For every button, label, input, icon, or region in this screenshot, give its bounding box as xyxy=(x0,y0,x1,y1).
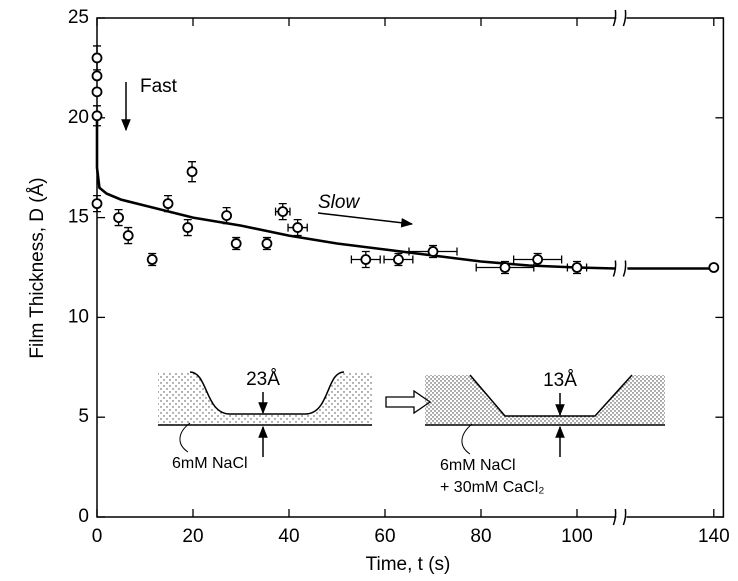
data-point xyxy=(146,254,158,265)
data-point xyxy=(499,262,511,273)
data-point xyxy=(532,254,544,265)
data-point xyxy=(91,198,103,210)
x-tick-label: 40 xyxy=(278,526,299,547)
fit-curve xyxy=(95,115,714,270)
leader xyxy=(179,422,191,453)
x-axis-title: Time, t (s) xyxy=(366,554,451,575)
x-tick-label: 140 xyxy=(698,526,730,547)
x-tick-label: 0 xyxy=(92,526,103,547)
data-point xyxy=(571,262,583,273)
y-tick-label: 10 xyxy=(68,306,89,327)
salt-label: + 30mM CaCl₂ xyxy=(440,479,544,496)
data-point xyxy=(162,198,174,210)
data-point xyxy=(427,246,439,257)
fast-label: Fast xyxy=(140,76,178,97)
transition-arrow xyxy=(385,389,432,415)
x-tick-label: 60 xyxy=(374,526,395,547)
inset-right: 13Å 6mM NaCl + 30mM CaCl₂ xyxy=(425,370,665,496)
axis-frame xyxy=(96,17,725,518)
x-tick-label: 80 xyxy=(470,526,491,547)
data-point xyxy=(91,110,103,122)
data-point xyxy=(261,238,273,249)
gap-label: 13Å xyxy=(543,370,577,391)
y-tick-label: 20 xyxy=(68,107,89,128)
axis-break xyxy=(612,9,627,27)
data-point xyxy=(230,238,242,249)
data-point xyxy=(277,206,289,218)
leader xyxy=(461,423,473,455)
data-point xyxy=(122,230,134,241)
x-tick-label: 100 xyxy=(561,526,593,547)
fluid-region xyxy=(158,372,372,425)
data-point xyxy=(182,222,194,233)
y-tick-label: 0 xyxy=(78,506,89,527)
data-point xyxy=(292,222,304,233)
salt-label: 6mM NaCl xyxy=(440,457,516,474)
data-point xyxy=(186,166,198,178)
data-point xyxy=(221,210,233,222)
y-tick-label: 25 xyxy=(68,7,89,28)
curve-break xyxy=(612,260,627,277)
plot-area: 0 5 10 15 20 25 0 20 40 60 80 100 140 xyxy=(68,7,730,547)
slow-arrow xyxy=(317,212,414,228)
y-tick-label: 15 xyxy=(68,207,89,228)
y-axis-title: Film Thickness, D (Å) xyxy=(27,177,48,358)
data-point xyxy=(113,212,124,224)
data-point xyxy=(91,70,103,82)
surface xyxy=(469,374,633,417)
fluid-region xyxy=(425,375,665,425)
y-tick-label: 5 xyxy=(78,406,89,427)
slow-label: Slow xyxy=(318,192,360,213)
x-tick-label: 20 xyxy=(182,526,203,547)
salt-label: 6mM NaCl xyxy=(172,455,248,472)
data-point xyxy=(91,86,103,98)
data-point xyxy=(91,52,103,64)
data-point xyxy=(708,262,720,273)
inset-left: 23Å 6mM NaCl xyxy=(158,369,372,472)
data-point xyxy=(360,254,372,265)
data-point xyxy=(393,254,404,265)
gap-label: 23Å xyxy=(246,369,280,390)
axis-break xyxy=(612,508,627,526)
